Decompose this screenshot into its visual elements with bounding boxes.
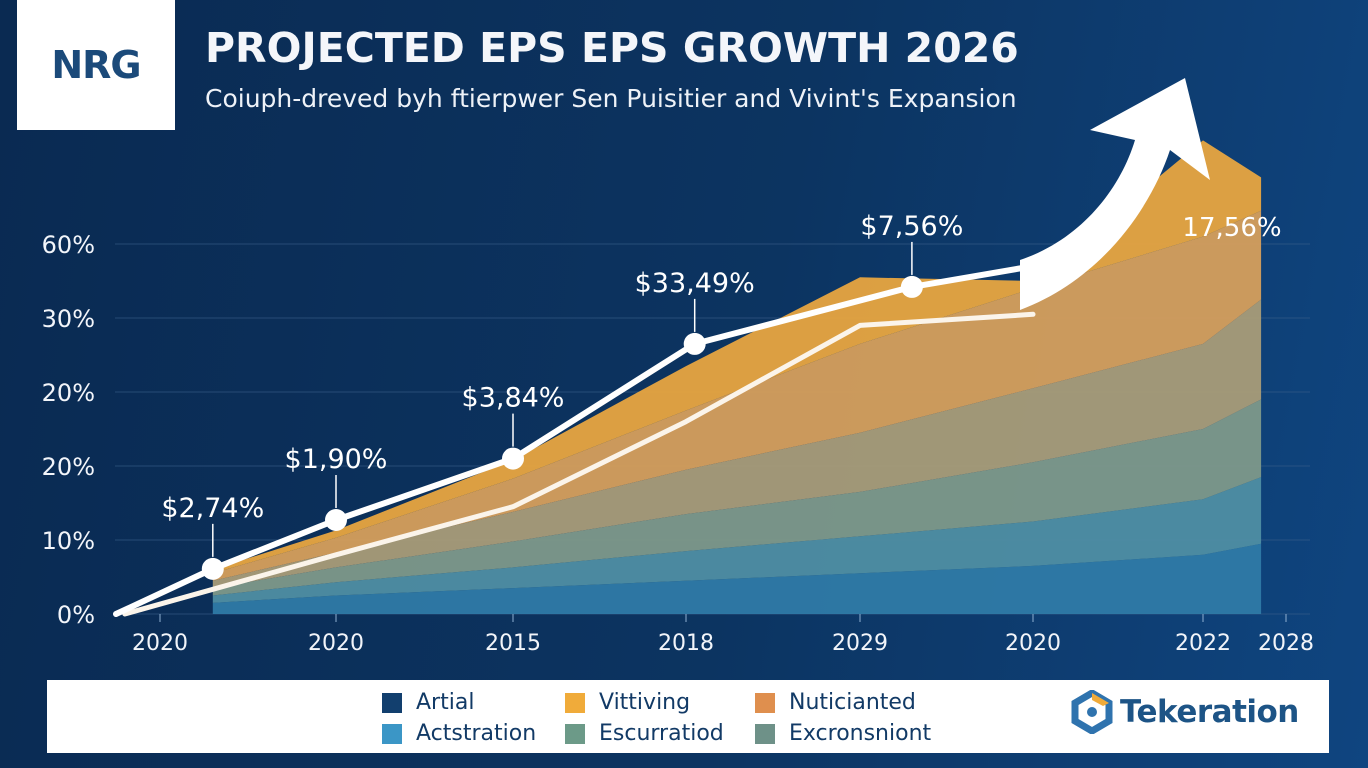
growth-arrow-group <box>1020 78 1210 310</box>
data-label: $7,56% <box>860 211 963 242</box>
legend-label: Nuticianted <box>789 690 916 715</box>
area-band-escurratiod <box>212 399 1262 596</box>
y-tick-labels: 0% 10% 20% 20% 30% 60% <box>42 231 95 629</box>
legend-item: Excronsniont <box>755 721 931 746</box>
brand-logo: Tekeration <box>1070 690 1299 734</box>
logo-box: NRG <box>17 0 175 130</box>
legend-label: Actstration <box>416 721 537 746</box>
area-band-actstration <box>212 477 1262 603</box>
legend-swatch <box>755 692 775 713</box>
legend-swatch <box>382 723 402 744</box>
x-tick-label: 2020 <box>1005 631 1061 656</box>
legend-label: Excronsniont <box>789 721 932 746</box>
data-point <box>325 509 347 532</box>
area-band-vittiving <box>212 140 1262 574</box>
y-tick-label: 0% <box>57 601 95 629</box>
data-label: $3,84% <box>462 383 565 414</box>
legend: Artial Vittiving Nuticianted Actstration… <box>47 680 1329 753</box>
x-tick-label: 2015 <box>485 631 541 656</box>
legend-label: Vittiving <box>599 690 691 715</box>
data-label: $33,49% <box>635 268 755 299</box>
y-tick-label: 30% <box>42 305 95 333</box>
legend-item: Actstration <box>382 721 536 746</box>
legend-item: Escurratiod <box>565 721 724 746</box>
area-band-artial <box>212 543 1262 614</box>
data-label: $2,74% <box>161 493 264 524</box>
data-labels: $2,74% $1,90% $3,84% $33,49% $7,56% 17,56% <box>161 211 1282 580</box>
trend-line <box>122 311 1036 617</box>
x-tick-label: 2028 <box>1258 631 1314 656</box>
legend-swatch <box>755 723 775 744</box>
x-tick-label: 2018 <box>658 631 714 656</box>
legend-label: Artial <box>416 690 475 715</box>
growth-arrow-icon <box>1020 78 1210 310</box>
x-tick-label: 2029 <box>832 631 888 656</box>
legend-swatch <box>565 723 585 744</box>
legend-item: Artial <box>382 690 474 715</box>
end-value-label: 17,56% <box>1182 213 1281 243</box>
legend-item: Nuticianted <box>755 690 916 715</box>
data-point <box>900 275 923 298</box>
x-tick-label: 2020 <box>308 631 364 656</box>
y-tick-label: 20% <box>42 379 95 407</box>
logo-text: NRG <box>51 43 141 87</box>
chart-title: PROJECTED EPS EPS GROWTH 2026 <box>205 24 1019 72</box>
legend-swatch <box>565 692 585 713</box>
legend-swatch <box>382 692 402 713</box>
x-tick-label: 2020 <box>132 631 188 656</box>
y-tick-label: 60% <box>42 231 95 259</box>
brand-name: Tekeration <box>1120 694 1299 730</box>
data-point <box>683 332 706 355</box>
y-tick-label: 20% <box>42 453 95 481</box>
brand-hexagon-icon <box>1071 690 1113 734</box>
legend-label: Escurratiod <box>599 721 724 746</box>
data-point <box>201 557 224 580</box>
x-tick-label: 2022 <box>1175 631 1231 656</box>
data-point <box>502 447 524 470</box>
chart-subtitle: Coiuph-dreved byh ftierpwer Sen Puisitie… <box>205 84 1017 113</box>
y-tick-label: 10% <box>42 527 95 555</box>
legend-item: Vittiving <box>565 690 690 715</box>
watermark: AI Generated <box>1210 732 1329 753</box>
data-label: $1,90% <box>285 444 388 475</box>
x-tick-labels: 2020 2020 2015 2018 2029 2020 2022 2028 <box>132 614 1314 656</box>
